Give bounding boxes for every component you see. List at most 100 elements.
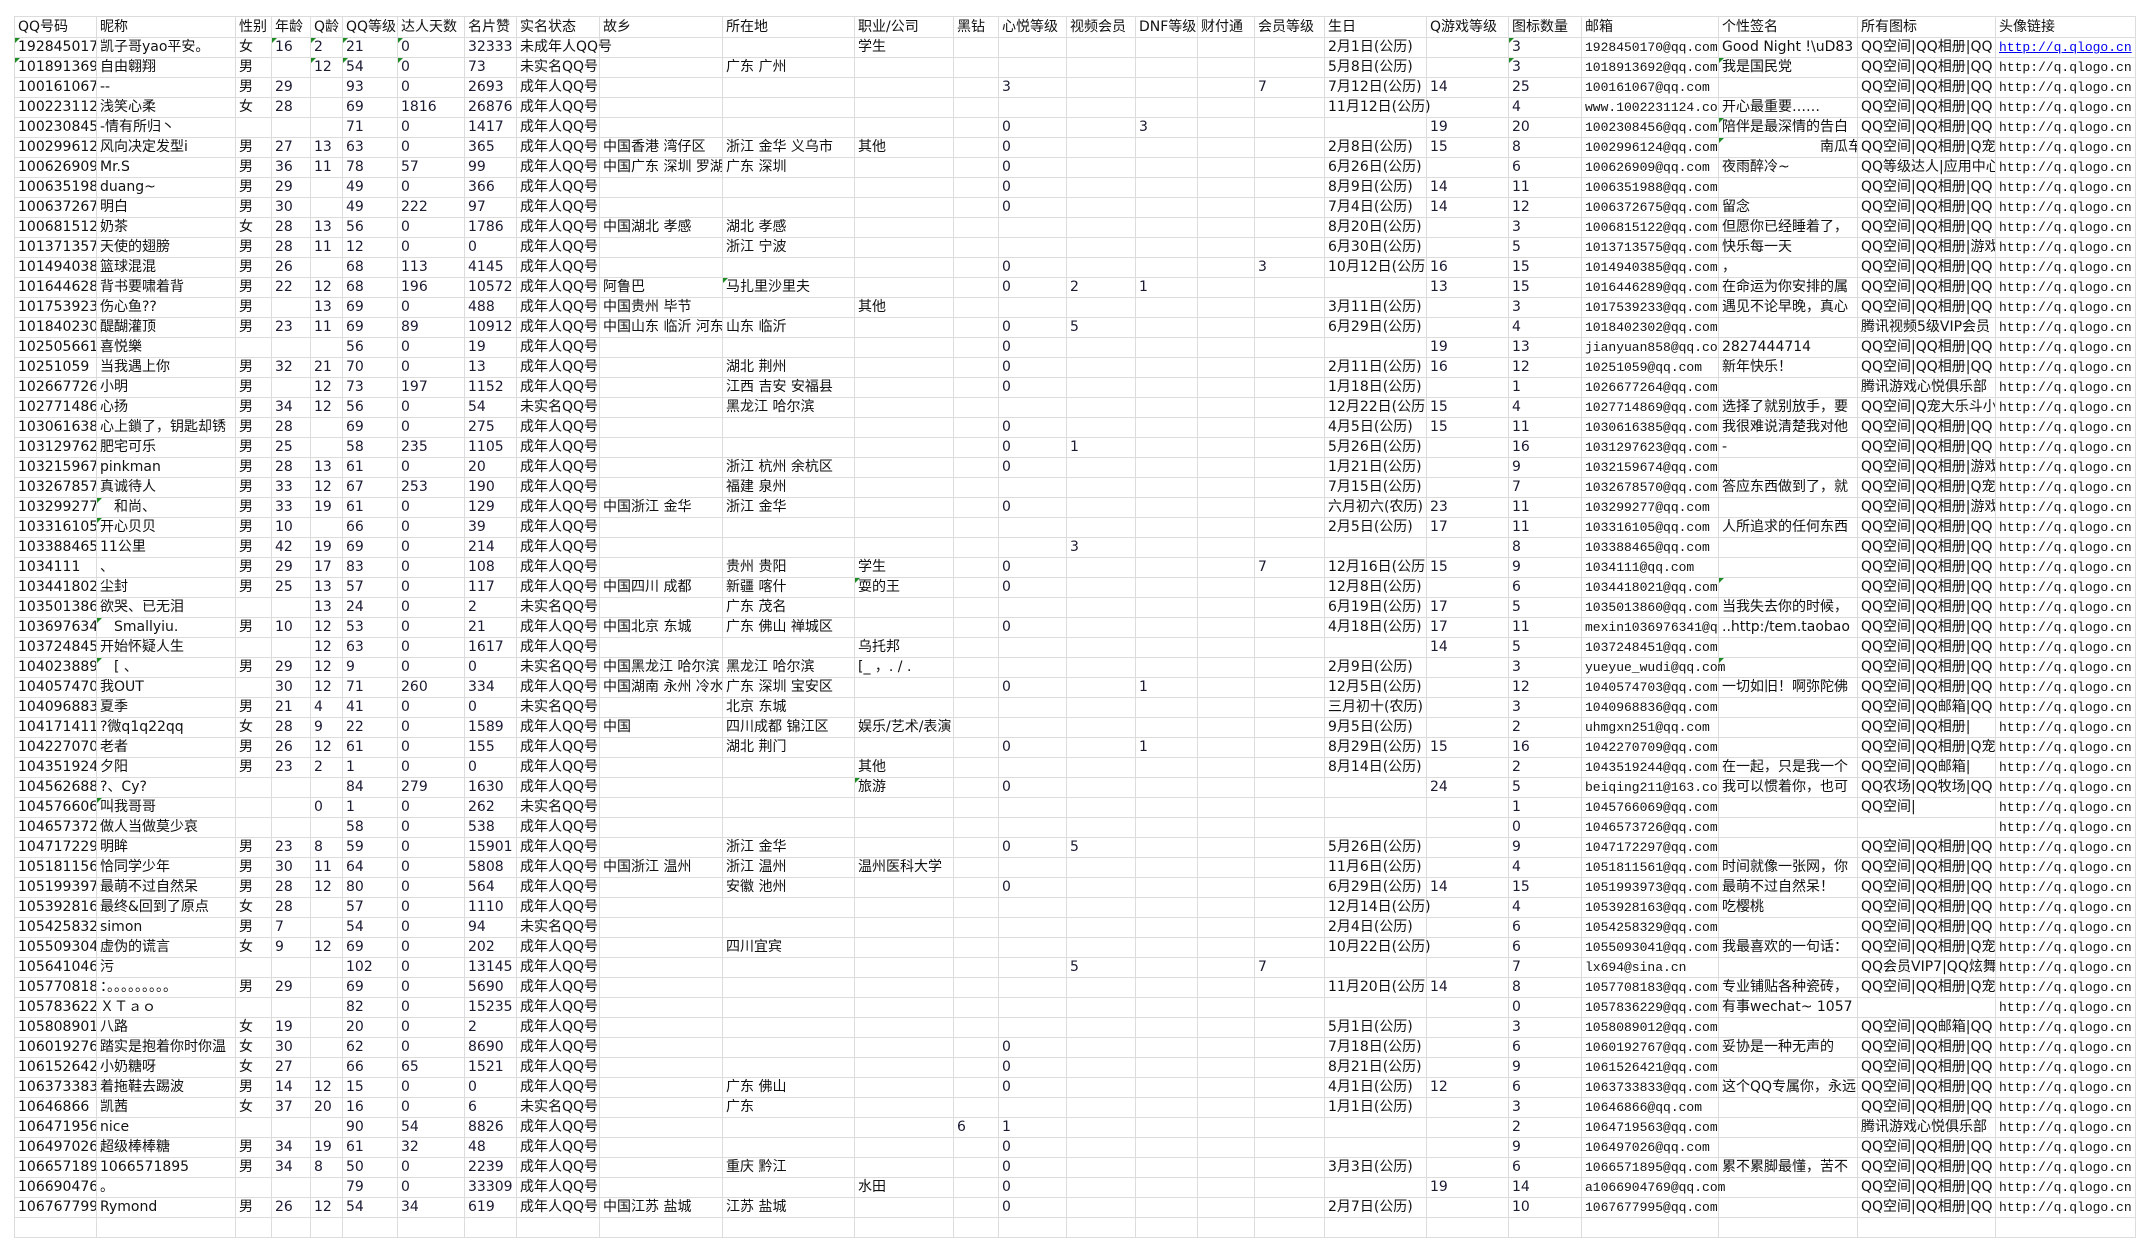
cell-gender[interactable] [236, 678, 272, 697]
cell-q-age[interactable]: 12 [311, 58, 343, 77]
cell-card-likes[interactable]: 8826 [465, 1118, 517, 1137]
cell-card-likes[interactable]: 73 [465, 58, 517, 77]
empty-cell[interactable] [1582, 1218, 1719, 1237]
cell-location[interactable] [723, 1138, 855, 1157]
cell-birthday[interactable]: 11月12日(公历) [1325, 98, 1431, 117]
cell-location[interactable]: 广东 佛山 禅城区 [723, 618, 855, 637]
cell-signature[interactable]: 最萌不过自然呆！ [1719, 878, 1858, 897]
cell-all-icons[interactable]: QQ农场|QQ牧场|QQ [1858, 778, 1996, 797]
cell-nickname[interactable]: 和尚、 [97, 498, 236, 517]
cell-xinyue-level[interactable] [999, 858, 1067, 877]
cell-occupation[interactable] [855, 1118, 954, 1137]
cell-qgame-level[interactable]: 14 [1427, 878, 1509, 897]
cell-tenpay[interactable] [1198, 318, 1255, 337]
cell-email[interactable]: 1006372675@qq.com [1582, 198, 1719, 217]
cell-vip-level[interactable]: 7 [1255, 78, 1325, 97]
cell-xinyue-level[interactable]: 0 [999, 1178, 1067, 1197]
cell-all-icons[interactable]: QQ空间|QQ相册|Q宠 [1858, 938, 1996, 957]
cell-occupation[interactable] [855, 678, 954, 697]
cell-nickname[interactable]: 明眸 [97, 838, 236, 857]
cell-age[interactable]: 26 [272, 1198, 311, 1217]
cell-avatar-link[interactable]: http://q.qlogo.cn [1996, 1018, 2136, 1037]
cell-qq-level[interactable]: 21 [343, 38, 398, 57]
cell-nickname[interactable]: 醍醐灌顶 [97, 318, 236, 337]
cell-tenpay[interactable] [1198, 558, 1255, 577]
cell-qq-level[interactable]: 63 [343, 138, 398, 157]
cell-xinyue-level[interactable] [999, 398, 1067, 417]
empty-cell[interactable] [1136, 1218, 1198, 1237]
cell-expert-days[interactable]: 0 [398, 998, 465, 1017]
cell-birthday[interactable]: 10月12日(公历) [1325, 258, 1427, 277]
cell-vip-level[interactable]: 7 [1255, 958, 1325, 977]
cell-realname-status[interactable]: 未实名QQ号 [517, 658, 600, 677]
cell-occupation[interactable] [855, 838, 954, 857]
cell-black-diamond[interactable] [954, 758, 999, 777]
cell-email[interactable]: 1057836229@qq.com [1582, 998, 1719, 1017]
cell-avatar-link[interactable]: http://q.qlogo.cn [1996, 178, 2136, 197]
cell-signature[interactable]: Good Night !\uD83 [1719, 38, 1858, 57]
cell-email[interactable]: 1031297623@qq.com [1582, 438, 1719, 457]
cell-realname-status[interactable]: 成年人QQ号 [517, 478, 600, 497]
cell-xinyue-level[interactable] [999, 818, 1067, 837]
cell-black-diamond[interactable] [954, 958, 999, 977]
cell-email[interactable]: 1017539233@qq.com [1582, 298, 1719, 317]
cell-realname-status[interactable]: 成年人QQ号 [517, 1058, 600, 1077]
cell-qq-level[interactable]: 15 [343, 1078, 398, 1097]
cell-q-age[interactable] [311, 998, 343, 1017]
column-header-vip-level[interactable]: 会员等级 [1255, 17, 1325, 37]
cell-hometown[interactable]: 中国湖北 孝感 [600, 218, 723, 237]
cell-location[interactable]: 江苏 盐城 [723, 1198, 855, 1217]
cell-black-diamond[interactable] [954, 798, 999, 817]
cell-q-age[interactable]: 12 [311, 938, 343, 957]
cell-all-icons[interactable]: QQ空间|QQ相册|QQ [1858, 1078, 1996, 1097]
cell-birthday[interactable]: 7月4日(公历) [1325, 198, 1427, 217]
cell-expert-days[interactable]: 253 [398, 478, 465, 497]
cell-all-icons[interactable]: QQ空间|QQ相册|QQ [1858, 278, 1996, 297]
cell-qq-level[interactable]: 22 [343, 718, 398, 737]
cell-signature[interactable]: 吃樱桃 [1719, 898, 1858, 917]
cell-nickname[interactable]: 真诚待人 [97, 478, 236, 497]
cell-q-age[interactable]: 12 [311, 278, 343, 297]
cell-gender[interactable] [236, 778, 272, 797]
cell-avatar-link[interactable]: http://q.qlogo.cn [1996, 58, 2136, 77]
cell-avatar-link[interactable]: http://q.qlogo.cn [1996, 658, 2136, 677]
cell-black-diamond[interactable] [954, 678, 999, 697]
empty-cell[interactable] [723, 1218, 855, 1237]
cell-xinyue-level[interactable] [999, 98, 1067, 117]
cell-realname-status[interactable]: 成年人QQ号 [517, 538, 600, 557]
cell-hometown[interactable] [600, 1158, 723, 1177]
cell-email[interactable]: 1006815122@qq.com [1582, 218, 1719, 237]
cell-realname-status[interactable]: 未实名QQ号 [517, 398, 600, 417]
cell-location[interactable]: 马扎里沙里夫 [723, 278, 855, 297]
cell-video-vip[interactable] [1067, 518, 1136, 537]
column-header-email[interactable]: 邮箱 [1582, 17, 1719, 37]
cell-expert-days[interactable]: 0 [398, 338, 465, 357]
cell-icon-count[interactable]: 11 [1509, 178, 1582, 197]
cell-video-vip[interactable] [1067, 758, 1136, 777]
cell-gender[interactable]: 男 [236, 878, 272, 897]
cell-qq-level[interactable]: 102 [343, 958, 398, 977]
cell-expert-days[interactable]: 0 [398, 1018, 465, 1037]
cell-avatar-link[interactable]: http://q.qlogo.cn [1996, 678, 2136, 697]
cell-card-likes[interactable]: 488 [465, 298, 517, 317]
cell-email[interactable]: 1034111@qq.com [1582, 558, 1719, 577]
cell-dnf-level[interactable] [1136, 558, 1198, 577]
cell-qgame-level[interactable]: 23 [1427, 498, 1509, 517]
cell-qq-level[interactable]: 93 [343, 78, 398, 97]
cell-black-diamond[interactable] [954, 598, 999, 617]
cell-all-icons[interactable]: QQ空间|QQ相册|游戏 [1858, 498, 1996, 517]
cell-nickname[interactable]: 、 [97, 558, 236, 577]
cell-xinyue-level[interactable] [999, 218, 1067, 237]
cell-qq-number[interactable]: 103388465 [14, 538, 97, 557]
cell-avatar-link[interactable]: http://q.qlogo.cn [1996, 1198, 2136, 1217]
cell-hometown[interactable] [600, 898, 723, 917]
cell-q-age[interactable]: 13 [311, 458, 343, 477]
cell-card-likes[interactable]: 13145 [465, 958, 517, 977]
cell-all-icons[interactable]: QQ空间|QQ相册|QQ [1858, 1138, 1996, 1157]
cell-card-likes[interactable]: 19 [465, 338, 517, 357]
cell-age[interactable]: 25 [272, 438, 311, 457]
cell-gender[interactable]: 女 [236, 218, 272, 237]
cell-hometown[interactable] [600, 918, 723, 937]
cell-location[interactable]: 浙江 杭州 余杭区 [723, 458, 855, 477]
cell-hometown[interactable] [600, 418, 723, 437]
